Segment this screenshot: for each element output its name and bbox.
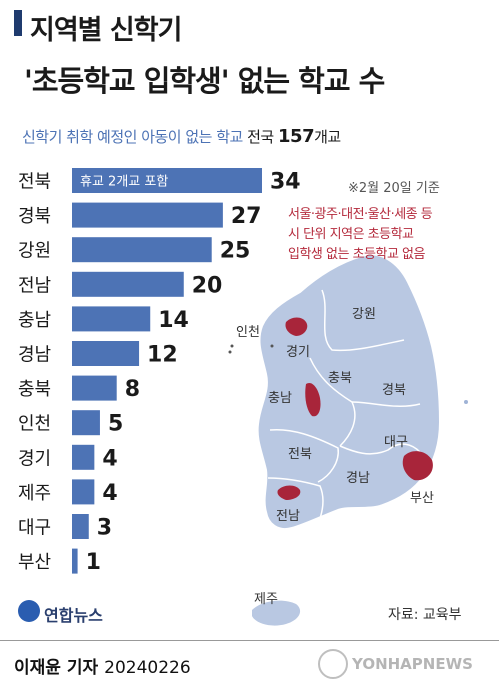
exclusion-note-line-2: 시 단위 지역은 초등학교: [288, 227, 414, 242]
bar: [72, 271, 184, 297]
region-label-busan: 부산: [410, 491, 434, 506]
title-block: 지역별 신학기 '초등학교 입학생' 없는 학교 수: [0, 0, 499, 130]
bar-value-label: 5: [108, 412, 123, 437]
exclusion-note-line-3: 입학생 없는 초등학교 없음: [288, 247, 425, 262]
bar-category-label: 충북: [18, 379, 51, 400]
region-label-daegu: 대구: [384, 435, 408, 450]
subtitle: 신학기 취학 예정인 아동이 없는 학교 전국 157개교: [22, 126, 341, 147]
jeju-island: [252, 600, 301, 626]
bar-value-label: 3: [97, 516, 112, 541]
byline: 이재윤 기자 20240226: [14, 653, 191, 678]
bar: [72, 341, 140, 366]
region-label-gangwon: 강원: [352, 307, 376, 322]
subtitle-total-value: 157: [278, 126, 315, 147]
subtitle-total-prefix: 전국: [247, 128, 274, 146]
bar-value-label: 8: [125, 377, 140, 402]
bar: [72, 202, 223, 228]
bar-category-label: 부산: [18, 552, 51, 573]
bar-value-label: 12: [147, 343, 178, 368]
highlight-daegu: [402, 451, 433, 481]
bar: [72, 410, 100, 436]
bar-category-label: 인천: [18, 414, 51, 435]
bar-category-label: 전북: [18, 172, 51, 193]
bar: [72, 548, 78, 574]
bar: [72, 168, 262, 193]
bar-value-label: 27: [231, 204, 262, 229]
bar-value-label: 14: [158, 308, 189, 333]
watermark-icon: [318, 649, 348, 679]
region-label-jeju: 제주: [254, 592, 278, 607]
border-gyeongnam: [339, 443, 421, 455]
reporter-name: 이재윤 기자: [14, 658, 99, 678]
footer: 이재윤 기자 20240226 YONHAPNEWS: [0, 640, 499, 687]
bar-category-label: 충남: [18, 310, 51, 331]
source-note: 자료: 교육부: [388, 607, 462, 623]
bar: [72, 514, 89, 539]
watermark-text: YONHAPNEWS: [352, 655, 473, 673]
exclusion-note: 서울·광주·대전·울산·세종 등 시 단위 지역은 초등학교 입학생 없는 초등…: [288, 205, 488, 265]
bar: [72, 479, 95, 505]
bar-category-label: 대구: [18, 518, 51, 539]
date-note: ※2월 20일 기준: [348, 181, 440, 196]
bar-value-label: 4: [102, 446, 117, 471]
bar-category-label: 전남: [18, 275, 51, 296]
yonhap-logo-text: 연합뉴스: [44, 606, 103, 625]
border-gangwon: [321, 289, 405, 352]
region-label-gyeongbuk: 경북: [382, 383, 406, 398]
ulleung-dot: [464, 400, 468, 404]
publish-date: 20240226: [104, 658, 191, 678]
subtitle-lead: 신학기 취학 예정인 아동이 없는 학교: [22, 128, 243, 146]
border-gyeongbuk: [351, 401, 421, 407]
bar-category-label: 강원: [18, 241, 51, 262]
region-label-chungbuk: 충북: [328, 371, 352, 386]
bar: [72, 375, 117, 401]
watermark: YONHAPNEWS: [318, 649, 488, 679]
yonhap-logo-icon: [18, 600, 40, 622]
subtitle-total-unit: 개교: [314, 128, 341, 146]
bar-value-label: 34: [270, 170, 301, 195]
title-line-1: 지역별 신학기: [30, 15, 182, 46]
bar-category-label: 경남: [18, 345, 51, 366]
title-line-2: '초등학교 입학생' 없는 학교 수: [24, 64, 385, 98]
bar-category-label: 경북: [18, 206, 51, 227]
exclusion-note-line-1: 서울·광주·대전·울산·세종 등: [288, 207, 433, 222]
bar-category-label: 제주: [18, 483, 51, 504]
bar-value-label: 4: [102, 481, 117, 506]
bar-category-label: 경기: [18, 448, 51, 469]
bar-annotation: 휴교 2개교 포함: [80, 175, 168, 190]
bar-value-label: 25: [220, 239, 251, 264]
bar: [72, 237, 212, 263]
bar: [72, 306, 151, 332]
region-label-gyeongnam: 경남: [346, 471, 370, 486]
bar-value-label: 1: [86, 550, 101, 575]
bar-value-label: 20: [192, 273, 223, 298]
title-accent-bar: [14, 10, 22, 36]
bar: [72, 444, 95, 470]
